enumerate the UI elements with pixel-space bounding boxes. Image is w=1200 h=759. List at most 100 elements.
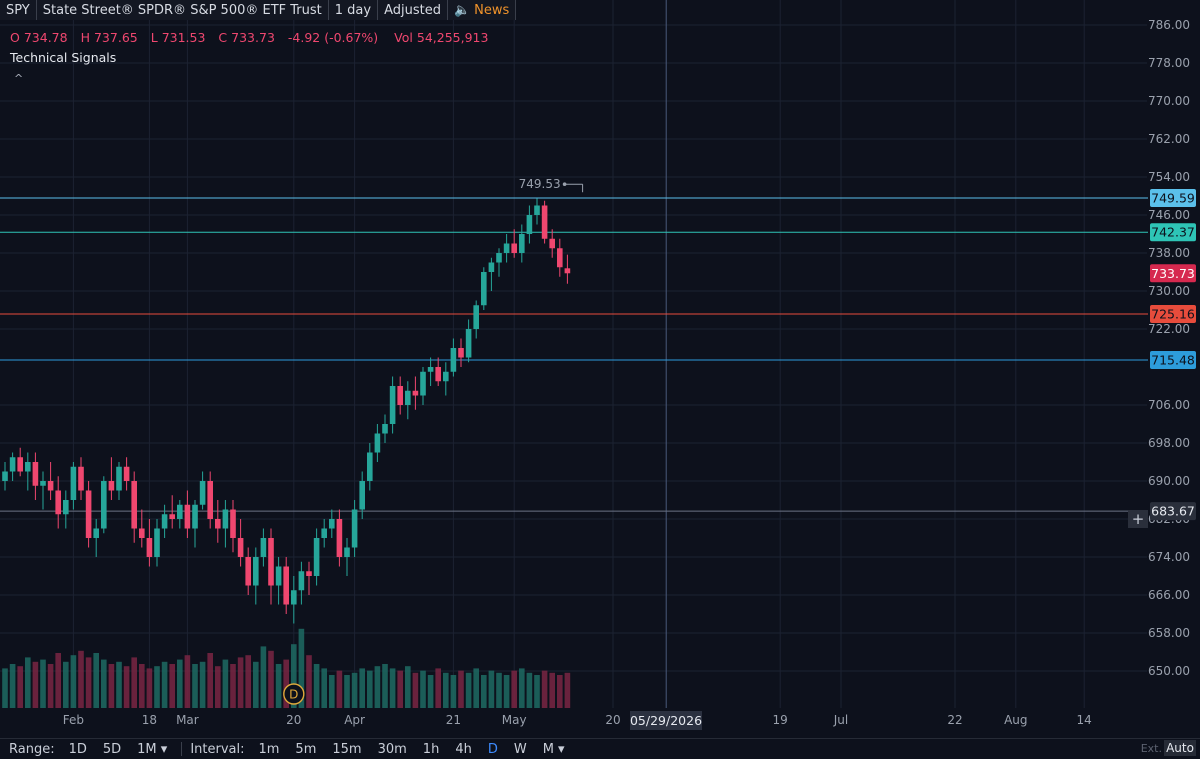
x-tick-label: Mar (176, 713, 199, 727)
volume-bar (260, 646, 267, 708)
candle-body (169, 514, 175, 519)
candle-body (93, 528, 99, 538)
candle-body (329, 519, 335, 529)
candle-body (2, 471, 8, 481)
candle-body (85, 490, 92, 538)
candle-body (541, 205, 548, 239)
candle-body (275, 566, 282, 586)
extended-hours-toggle[interactable]: Ext. (1140, 742, 1162, 755)
volume-bar (443, 672, 449, 708)
volume-bar (488, 670, 495, 708)
candle-body (47, 481, 54, 491)
range-1m[interactable]: 1M ▾ (137, 741, 168, 757)
symbol-label[interactable]: SPY (0, 0, 37, 20)
candle-body (465, 329, 472, 358)
candle-body (503, 243, 510, 253)
candle-body (367, 452, 373, 481)
y-tick-label: 762.00 (1148, 132, 1190, 146)
x-tick-label: 20 (605, 713, 620, 727)
volume-value: 54,255,913 (416, 30, 489, 45)
price-chart[interactable]: 786.00 778.00 770.00 762.00 754.00 746.00 738.… (0, 0, 1200, 738)
price-level-tag (1150, 304, 1196, 323)
volume-bar (541, 670, 548, 708)
candle-body (245, 557, 251, 586)
price-level-label: 749.59 (1151, 190, 1195, 205)
x-tick-label: Apr (344, 713, 365, 727)
volume-bar (306, 655, 312, 708)
interval-30m[interactable]: 30m (377, 741, 407, 757)
range-1d[interactable]: 1D (68, 741, 87, 757)
candle-body (557, 248, 563, 268)
interval-15m[interactable]: 15m (332, 741, 362, 757)
volume-bar (275, 664, 282, 708)
volume-bar (237, 657, 244, 708)
volume-bar (63, 661, 69, 708)
volume-bar (329, 675, 335, 708)
interval-1h[interactable]: 1h (422, 741, 440, 757)
candle-body (519, 234, 525, 253)
volume-bar (199, 661, 206, 708)
volume-bar (40, 659, 46, 708)
volume-bar (222, 659, 229, 708)
volume-bar (184, 655, 191, 708)
volume-bar (519, 668, 525, 708)
volume-bar (78, 650, 84, 708)
y-tick-label: 658.00 (1148, 626, 1190, 640)
y-tick-label: 738.00 (1148, 246, 1190, 260)
high-label: H (80, 30, 90, 45)
interval-d[interactable]: D (487, 741, 498, 757)
volume-bar (313, 664, 320, 708)
add-alert-button[interactable]: + (1128, 510, 1148, 528)
dividend-marker (283, 683, 305, 705)
candle-body (313, 538, 320, 576)
y-tick-label: 786.00 (1148, 18, 1190, 32)
candle-body (526, 215, 533, 234)
candle-body (184, 504, 191, 529)
price-level-tag (1150, 223, 1196, 242)
candle-body (564, 268, 571, 274)
adjusted-button[interactable]: Adjusted (378, 0, 448, 20)
close-label: C (218, 30, 228, 45)
volume-bar (336, 670, 343, 708)
candle-body (427, 367, 434, 372)
volume-bar (496, 672, 502, 708)
news-button[interactable]: 🔈 News (447, 0, 517, 20)
interval-5m[interactable]: 5m (295, 741, 317, 757)
volume-bar (427, 675, 434, 708)
candle-body (534, 205, 540, 215)
candle-body (268, 538, 274, 586)
last-price-tag (1150, 264, 1196, 283)
candle-body (215, 519, 221, 529)
volume-bar (291, 644, 297, 708)
last-price-label: 733.73 (1151, 266, 1195, 281)
auto-scale-button[interactable]: Auto (1164, 740, 1196, 756)
collapse-caret-icon[interactable]: ^ (14, 72, 24, 85)
x-tick-label: 21 (446, 713, 461, 727)
volume-bar (101, 659, 107, 708)
y-tick-label: 722.00 (1148, 322, 1190, 336)
range-5d[interactable]: 5D (102, 741, 122, 757)
candle-body (488, 262, 495, 272)
candle-body (511, 243, 517, 253)
candle-body (154, 528, 160, 557)
interval-1m[interactable]: 1m (258, 741, 280, 757)
volume-bar (458, 670, 464, 708)
interval-m[interactable]: M ▾ (542, 741, 565, 757)
volume-bar (47, 664, 54, 708)
speaker-icon: 🔈 (453, 2, 471, 18)
volume-bar (450, 675, 457, 708)
volume-bar (344, 675, 350, 708)
y-tick-label: 650.00 (1148, 664, 1190, 678)
interval-w[interactable]: W (513, 741, 527, 757)
interval-4h[interactable]: 4h (455, 741, 472, 757)
interval-label: Interval: (190, 741, 245, 757)
interval-button[interactable]: 1 day (328, 0, 379, 20)
volume-bar (253, 661, 259, 708)
candle-body (351, 509, 358, 548)
chart-background (0, 0, 1200, 738)
technical-signals-title[interactable]: Technical Signals (10, 50, 117, 65)
x-tick-label: Aug (1004, 713, 1027, 727)
security-name[interactable]: State Street® SPDR® S&P 500® ETF Trust (36, 0, 329, 20)
candle-body (397, 386, 403, 405)
ohlc-readout: O 734.78 H 737.65 L 731.53 C 733.73 -4.92 (-… (10, 30, 492, 45)
